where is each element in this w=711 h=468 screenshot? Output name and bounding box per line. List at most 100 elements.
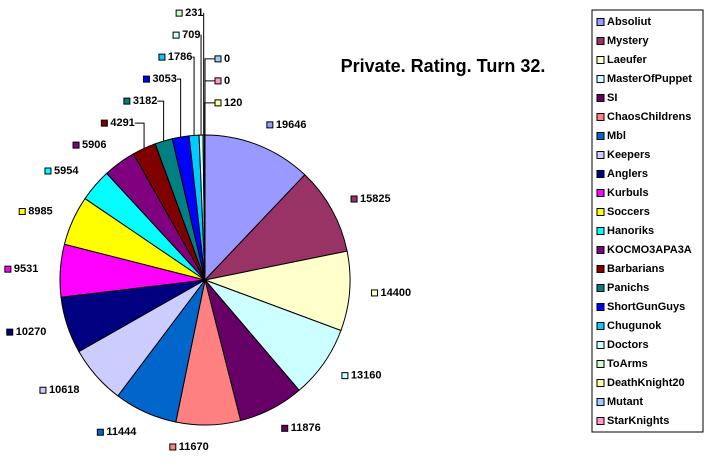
legend-swatch bbox=[596, 94, 605, 102]
data-label: 3182 bbox=[133, 95, 157, 107]
legend-swatch bbox=[596, 246, 605, 254]
data-label: 13160 bbox=[351, 370, 382, 382]
legend-label: Mystery bbox=[607, 35, 649, 47]
legend-swatch bbox=[596, 189, 605, 197]
legend-swatch bbox=[596, 265, 605, 273]
legend-swatch bbox=[596, 18, 605, 26]
label-swatch bbox=[142, 75, 150, 83]
label-swatch bbox=[370, 289, 378, 297]
legend-label: Anglers bbox=[607, 168, 648, 180]
legend-label: Kurbuls bbox=[607, 187, 649, 199]
label-swatch bbox=[350, 195, 358, 203]
label-swatch bbox=[158, 53, 166, 61]
data-label: 0 bbox=[224, 53, 230, 65]
legend-swatch bbox=[596, 170, 605, 178]
leader-line bbox=[176, 78, 182, 138]
pie-slice bbox=[204, 134, 306, 282]
legend-label: SI bbox=[607, 92, 617, 104]
data-label: 15825 bbox=[360, 193, 391, 205]
leader-line bbox=[134, 122, 145, 149]
legend-swatch bbox=[596, 322, 605, 330]
legend-label: Doctors bbox=[607, 339, 649, 351]
label-swatch bbox=[175, 9, 183, 17]
data-label: 11670 bbox=[179, 441, 209, 453]
legend-label: Laeufer bbox=[607, 54, 647, 66]
pie-slice bbox=[203, 250, 351, 332]
legend-swatch bbox=[596, 208, 605, 216]
legend-swatch bbox=[596, 360, 605, 368]
label-swatch bbox=[4, 265, 12, 273]
legend-label: Chugunok bbox=[607, 320, 662, 332]
legend-label: Hanoriks bbox=[607, 225, 654, 237]
label-swatch bbox=[6, 328, 14, 336]
leader-line bbox=[204, 80, 215, 135]
label-swatch bbox=[123, 97, 131, 105]
label-swatch bbox=[72, 141, 80, 149]
leader-line bbox=[192, 56, 195, 136]
label-swatch bbox=[169, 443, 177, 451]
legend-label: Mbl bbox=[607, 130, 626, 142]
legend-label: Keepers bbox=[607, 149, 650, 161]
legend-swatch bbox=[596, 37, 605, 45]
data-label: 709 bbox=[182, 29, 200, 41]
label-swatch bbox=[172, 31, 180, 39]
legend-swatch bbox=[596, 56, 605, 64]
legend-swatch bbox=[596, 132, 605, 140]
data-label: 11876 bbox=[291, 422, 321, 434]
data-label: 120 bbox=[224, 97, 242, 109]
label-swatch bbox=[281, 424, 289, 432]
data-label: 10618 bbox=[49, 384, 80, 396]
label-swatch bbox=[214, 55, 222, 63]
label-swatch bbox=[214, 77, 222, 85]
data-label: 9531 bbox=[14, 263, 38, 275]
legend-swatch bbox=[596, 75, 605, 83]
legend-label: StarKnights bbox=[607, 415, 669, 427]
data-label: 5906 bbox=[82, 139, 106, 151]
data-label: 4291 bbox=[110, 117, 134, 129]
legend-box bbox=[591, 9, 704, 433]
legend-swatch bbox=[596, 227, 605, 235]
data-label: 1786 bbox=[168, 51, 192, 63]
legend-label: Barbarians bbox=[607, 263, 664, 275]
legend-label: ChaosChildrens bbox=[607, 111, 691, 123]
data-label: 231 bbox=[185, 7, 203, 19]
legend-swatch bbox=[596, 398, 605, 406]
label-swatch bbox=[214, 99, 222, 107]
data-label: 10270 bbox=[16, 326, 47, 338]
data-label: 19646 bbox=[276, 119, 307, 131]
legend-label: MasterOfPuppet bbox=[607, 73, 692, 85]
label-swatch bbox=[18, 208, 26, 216]
data-label: 0 bbox=[224, 75, 230, 87]
label-swatch bbox=[44, 167, 52, 175]
leader-line bbox=[200, 34, 202, 136]
legend-label: KOCMO3APA3A bbox=[607, 244, 692, 256]
label-swatch bbox=[266, 121, 274, 129]
legend-swatch bbox=[596, 379, 605, 387]
label-swatch bbox=[341, 372, 349, 380]
data-label: 14400 bbox=[380, 287, 411, 299]
label-swatch bbox=[96, 428, 104, 436]
pie-slice bbox=[203, 174, 348, 281]
legend-swatch bbox=[596, 284, 605, 292]
data-label: 8985 bbox=[28, 205, 52, 217]
data-label: 3053 bbox=[152, 73, 176, 85]
legend-swatch bbox=[596, 417, 605, 425]
legend-label: ToArms bbox=[607, 358, 648, 370]
legend-label: Panichs bbox=[607, 282, 649, 294]
data-label: 5954 bbox=[54, 165, 79, 177]
legend-swatch bbox=[596, 341, 605, 349]
legend-swatch bbox=[596, 303, 605, 311]
legend-label: DeathKnight20 bbox=[607, 377, 685, 389]
legend-swatch bbox=[596, 113, 605, 121]
data-label: 11444 bbox=[106, 426, 137, 438]
legend-label: ShortGunGuys bbox=[607, 301, 685, 313]
legend-label: Mutant bbox=[607, 396, 643, 408]
legend-label: Absoliut bbox=[607, 16, 651, 28]
chart-title: Private. Rating. Turn 32. bbox=[341, 56, 546, 76]
legend-label: Soccers bbox=[607, 206, 650, 218]
legend-swatch bbox=[596, 151, 605, 159]
label-swatch bbox=[100, 119, 108, 127]
leader-line bbox=[157, 100, 165, 142]
label-swatch bbox=[39, 386, 47, 394]
